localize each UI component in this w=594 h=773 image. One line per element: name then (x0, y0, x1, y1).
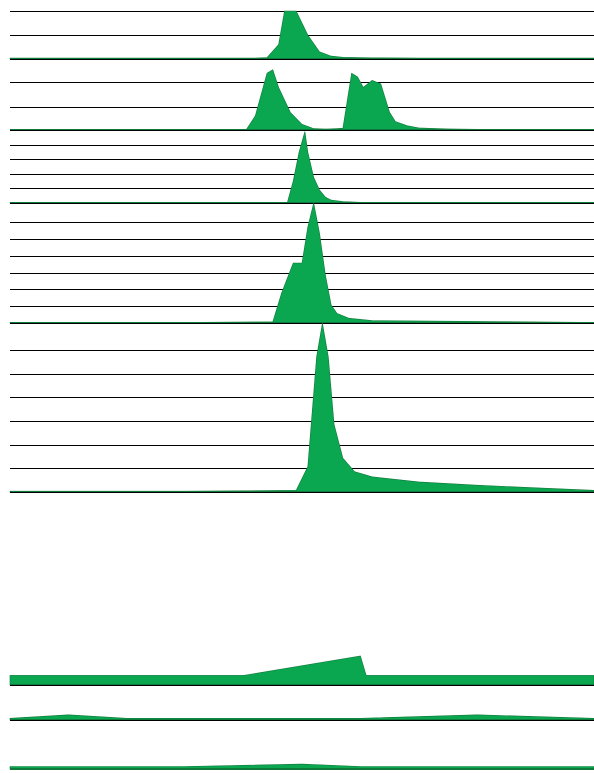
panel-7 (9, 685, 594, 721)
series-area (9, 322, 594, 493)
series-area (9, 655, 594, 686)
panel-5 (9, 322, 594, 493)
panel-4 (9, 202, 594, 324)
series-area (9, 131, 594, 204)
series-area (9, 202, 594, 324)
panel-1 (9, 10, 594, 60)
panel-6 (9, 492, 594, 686)
series-area (9, 763, 594, 770)
series-area (9, 714, 594, 721)
panel-3 (9, 130, 594, 204)
panel-2 (10, 59, 594, 131)
series-area (322, 72, 594, 131)
panel-8 (9, 720, 594, 770)
